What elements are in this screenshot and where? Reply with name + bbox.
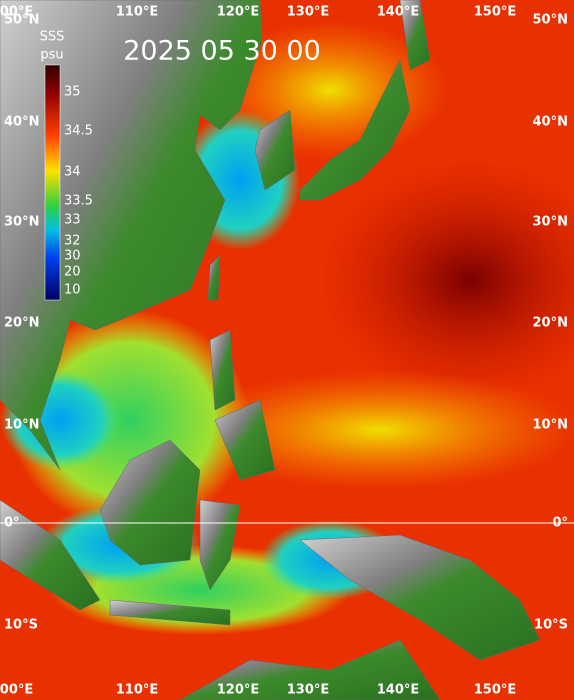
colorbar-title: SSS — [40, 30, 65, 45]
longitude-label: 130°E — [287, 5, 330, 20]
latitude-label: 20°N — [533, 316, 568, 331]
latitude-label: 0° — [552, 516, 568, 531]
colorbar-label: 33.5 — [64, 194, 93, 209]
colorbar-label: 20 — [64, 265, 81, 280]
latitude-label: 50°N — [533, 13, 568, 28]
colorbar-label: 33 — [64, 213, 81, 228]
longitude-label: 100°E — [0, 683, 33, 698]
colorbar-label: 32 — [64, 234, 81, 249]
latitude-label: 50°N — [4, 13, 39, 28]
latitude-label: 20°N — [4, 316, 39, 331]
colorbar-label: 34 — [64, 165, 81, 180]
latitude-label: 0° — [4, 516, 20, 531]
longitude-label: 130°E — [287, 683, 330, 698]
latitude-label: 10°N — [4, 418, 39, 433]
latitude-label: 10°N — [533, 418, 568, 433]
colorbar-label: 30 — [64, 249, 81, 264]
longitude-label: 140°E — [377, 5, 420, 20]
longitude-label: 120°E — [217, 683, 260, 698]
longitude-label: 120°E — [217, 5, 260, 20]
map-title: 2025 05 30 00 — [123, 36, 321, 67]
longitude-label: 110°E — [116, 683, 159, 698]
colorbar-label: 34.5 — [64, 124, 93, 139]
colorbar-title: psu — [40, 48, 63, 63]
latitude-label: 10°S — [534, 618, 568, 633]
longitude-label: 110°E — [116, 5, 159, 20]
longitude-label: 100°E — [0, 5, 33, 20]
longitude-label: 140°E — [377, 683, 420, 698]
colorbar-label: 35 — [64, 85, 81, 100]
colorbar-label: 10 — [64, 283, 81, 298]
colorbar — [44, 64, 61, 301]
latitude-label: 30°N — [4, 215, 39, 230]
latitude-label: 40°N — [533, 115, 568, 130]
latitude-label: 40°N — [4, 115, 39, 130]
longitude-label: 150°E — [474, 683, 517, 698]
land — [0, 0, 541, 700]
latitude-label: 30°N — [533, 215, 568, 230]
longitude-label: 150°E — [474, 5, 517, 20]
latitude-label: 10°S — [4, 618, 38, 633]
